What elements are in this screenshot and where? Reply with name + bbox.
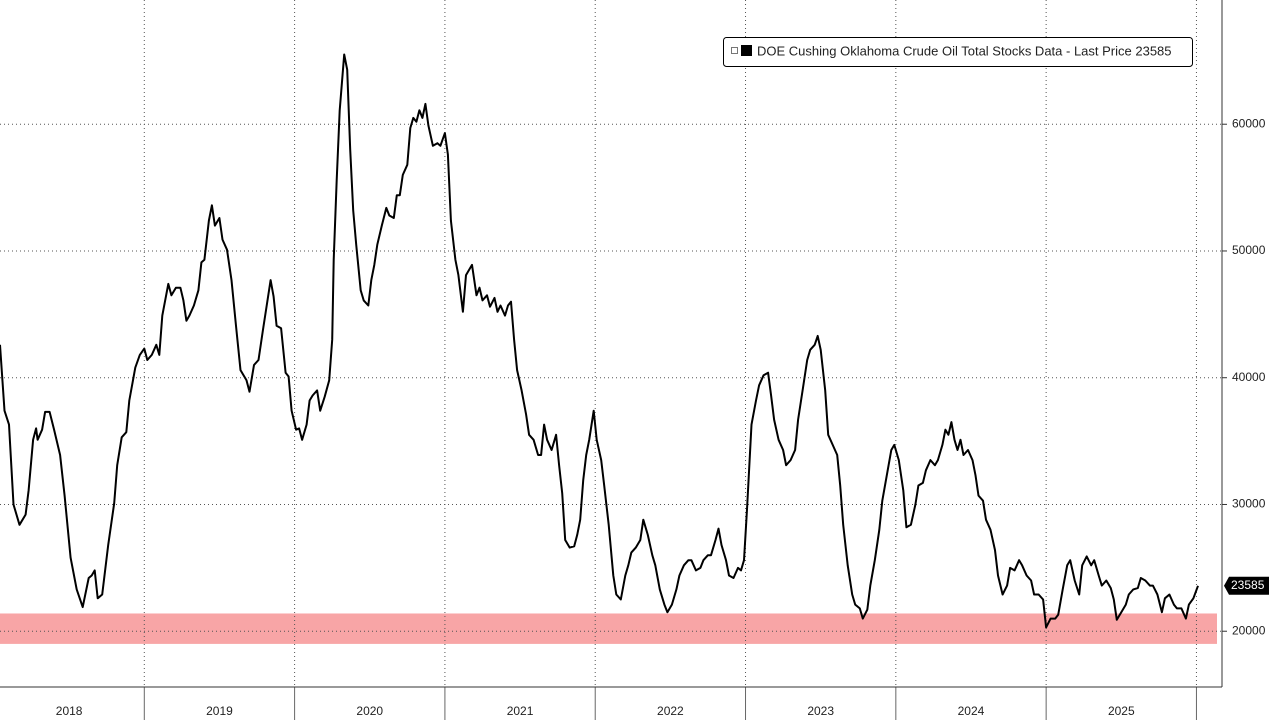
line-series xyxy=(0,53,1199,629)
x-tick-label: 2019 xyxy=(206,704,233,718)
y-tick-label: 20000 xyxy=(1232,623,1266,637)
legend-swatch xyxy=(741,45,752,56)
legend: DOE Cushing Oklahoma Crude Oil Total Sto… xyxy=(723,37,1193,67)
highlight-band xyxy=(0,613,1217,644)
last-price-tag xyxy=(1224,576,1269,595)
legend-toggle xyxy=(731,47,738,54)
last-price-label: 23585 xyxy=(1231,578,1265,592)
x-tick-label: 2025 xyxy=(1108,704,1135,718)
x-tick-label: 2022 xyxy=(657,704,684,718)
y-tick-label: 30000 xyxy=(1232,497,1266,511)
y-tick-label: 40000 xyxy=(1232,370,1266,384)
x-tick-label: 2024 xyxy=(958,704,985,718)
x-tick-label: 2020 xyxy=(356,704,383,718)
x-tick-label: 2021 xyxy=(507,704,534,718)
legend-box xyxy=(723,37,1193,67)
x-tick-label: 2023 xyxy=(807,704,834,718)
legend-label: DOE Cushing Oklahoma Crude Oil Total Sto… xyxy=(757,43,1172,58)
y-tick-label: 60000 xyxy=(1232,116,1266,130)
y-tick-label: 50000 xyxy=(1232,243,1266,257)
x-tick-label: 2018 xyxy=(56,704,83,718)
